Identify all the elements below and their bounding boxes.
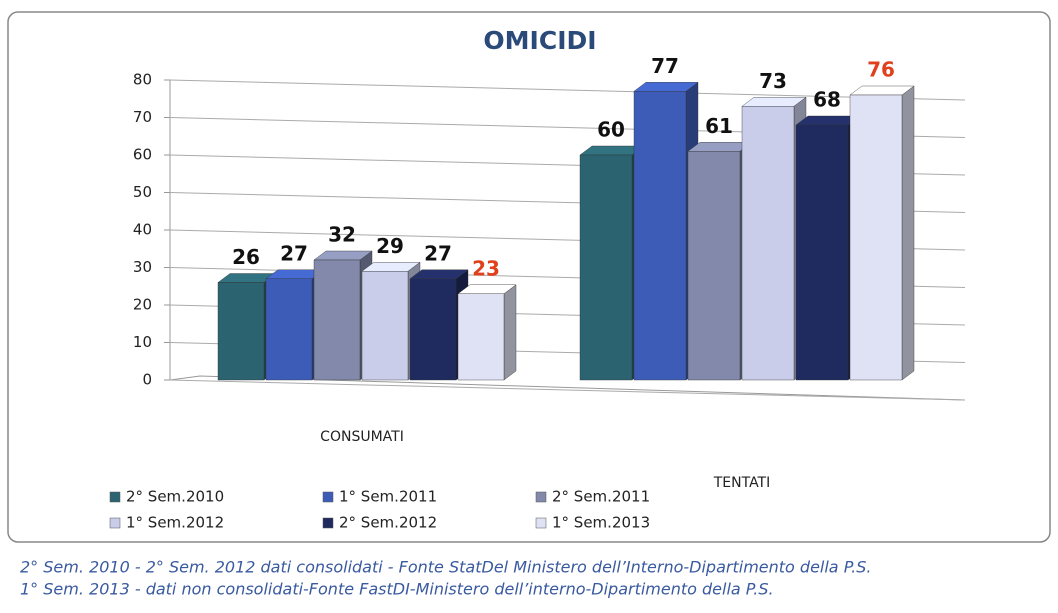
bar (457, 293, 505, 381)
legend-label: 1° Sem.2011 (339, 488, 437, 506)
value-label: 27 (424, 241, 452, 265)
bar (687, 151, 741, 381)
y-tick-label: 80 (133, 71, 152, 89)
value-label: 32 (328, 223, 356, 247)
y-tick-label: 50 (133, 183, 152, 201)
legend-swatch (535, 491, 547, 503)
value-label: 27 (280, 241, 308, 265)
y-tick-label: 40 (133, 221, 152, 239)
bar (633, 91, 687, 381)
legend-label: 1° Sem.2013 (552, 514, 650, 532)
value-label: 76 (867, 58, 895, 82)
bar (313, 259, 361, 381)
value-label: 73 (759, 69, 787, 93)
x-tick-label: CONSUMATI (320, 429, 404, 445)
note: 1° Sem. 2013 - dati non consolidati-Font… (20, 580, 774, 599)
bar (579, 154, 633, 381)
y-tick-label: 60 (133, 146, 152, 164)
chart-title: OMICIDI (483, 26, 596, 55)
legend-swatch (535, 517, 547, 529)
note: 2° Sem. 2010 - 2° Sem. 2012 dati consoli… (20, 558, 871, 577)
y-tick-label: 0 (142, 371, 152, 389)
value-label: 68 (813, 88, 841, 112)
bar-side (901, 85, 915, 381)
bar (849, 94, 903, 381)
bar (361, 271, 409, 381)
bar (409, 278, 457, 381)
value-label: 61 (705, 114, 733, 138)
legend-label: 2° Sem.2011 (552, 488, 650, 506)
legend-swatch (322, 491, 334, 503)
bar-side (503, 284, 517, 381)
legend-label: 2° Sem.2012 (339, 514, 437, 532)
legend-swatch (109, 491, 121, 503)
y-tick-label: 20 (133, 296, 152, 314)
value-label: 60 (597, 118, 625, 142)
value-label: 23 (472, 256, 500, 280)
bar (741, 106, 795, 381)
bar (217, 282, 265, 381)
bar (265, 278, 313, 381)
y-tick-label: 10 (133, 333, 152, 351)
y-tick-label: 30 (133, 258, 152, 276)
legend-label: 2° Sem.2010 (126, 488, 224, 506)
x-tick-label: TENTATI (713, 475, 771, 491)
bar (795, 124, 849, 381)
legend-label: 1° Sem.2012 (126, 514, 224, 532)
value-label: 26 (232, 245, 260, 269)
value-label: 77 (651, 54, 679, 78)
grid-line (169, 379, 966, 401)
legend-swatch (109, 517, 121, 529)
grid-line (169, 79, 966, 101)
value-label: 29 (376, 234, 404, 258)
y-tick-label: 70 (133, 108, 152, 126)
legend-swatch (322, 517, 334, 529)
